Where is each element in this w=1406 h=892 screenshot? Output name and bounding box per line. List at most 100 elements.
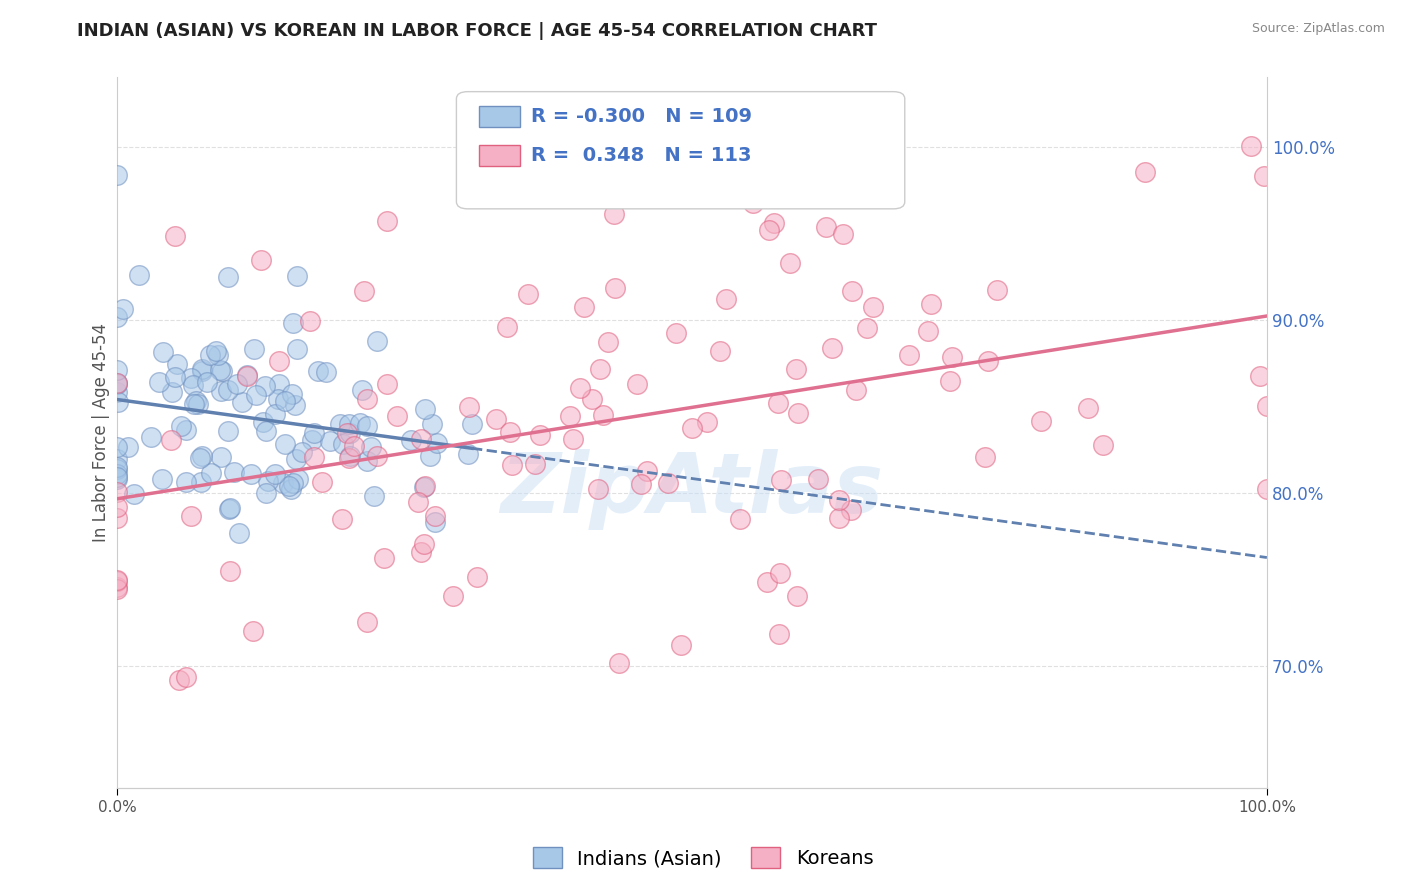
Point xyxy=(598,334,620,349)
Point xyxy=(917,324,939,338)
Point xyxy=(501,458,523,473)
Point xyxy=(1091,437,1114,451)
Point xyxy=(254,378,277,392)
Point xyxy=(332,437,354,451)
Point xyxy=(231,395,253,409)
Point xyxy=(105,452,128,467)
Point xyxy=(399,433,422,447)
Point xyxy=(588,361,610,376)
Point xyxy=(1240,139,1263,153)
Point xyxy=(107,395,129,409)
Point xyxy=(366,334,388,348)
Point xyxy=(375,213,398,227)
Text: Source: ZipAtlas.com: Source: ZipAtlas.com xyxy=(1251,22,1385,36)
Point xyxy=(128,268,150,283)
Point xyxy=(377,377,399,392)
FancyBboxPatch shape xyxy=(479,106,520,128)
Point xyxy=(174,475,197,490)
Text: INDIAN (ASIAN) VS KOREAN IN LABOR FORCE | AGE 45-54 CORRELATION CHART: INDIAN (ASIAN) VS KOREAN IN LABOR FORCE … xyxy=(77,22,877,40)
Point xyxy=(285,268,308,283)
Point xyxy=(105,363,128,377)
Point xyxy=(356,392,378,406)
Point xyxy=(222,465,245,479)
Point xyxy=(768,627,790,641)
Point xyxy=(671,638,693,652)
Point xyxy=(105,582,128,596)
Point xyxy=(807,471,830,485)
Point xyxy=(385,409,408,423)
Point xyxy=(828,511,851,525)
Point xyxy=(356,615,378,630)
Point xyxy=(529,428,551,442)
Point xyxy=(163,369,186,384)
Point xyxy=(105,384,128,399)
Point xyxy=(630,477,652,491)
Point xyxy=(195,376,218,390)
Point xyxy=(779,256,801,270)
Point xyxy=(581,392,603,407)
Point xyxy=(315,365,337,379)
Point xyxy=(200,466,222,480)
Point xyxy=(337,417,360,431)
FancyBboxPatch shape xyxy=(457,92,905,209)
Point xyxy=(409,545,432,559)
Point xyxy=(183,397,205,411)
Point xyxy=(986,283,1008,297)
Point xyxy=(162,384,184,399)
Point xyxy=(105,376,128,390)
Point xyxy=(1256,483,1278,497)
Point xyxy=(855,321,877,335)
Point xyxy=(769,566,792,581)
Point xyxy=(356,454,378,468)
Point xyxy=(485,411,508,425)
Point xyxy=(602,207,624,221)
Point xyxy=(339,425,361,440)
Point xyxy=(770,473,793,487)
Point xyxy=(240,467,263,481)
Point xyxy=(174,670,197,684)
Point xyxy=(219,564,242,578)
Point xyxy=(974,450,997,465)
Y-axis label: In Labor Force | Age 45-54: In Labor Force | Age 45-54 xyxy=(93,323,110,542)
Point xyxy=(898,348,921,362)
Point xyxy=(941,350,963,364)
Point xyxy=(592,409,614,423)
Point xyxy=(626,376,648,391)
Point xyxy=(862,300,884,314)
Point xyxy=(1077,401,1099,416)
Point xyxy=(274,437,297,451)
Point xyxy=(105,470,128,484)
Point xyxy=(572,300,595,314)
Point xyxy=(1249,368,1271,383)
Point xyxy=(413,401,436,416)
Point xyxy=(586,482,609,496)
Point xyxy=(188,450,211,465)
Point xyxy=(363,489,385,503)
Point xyxy=(105,440,128,454)
Point xyxy=(181,378,204,392)
Point xyxy=(343,439,366,453)
Point xyxy=(166,357,188,371)
Point xyxy=(242,342,264,356)
Point xyxy=(339,450,361,464)
Point xyxy=(336,425,359,440)
Point xyxy=(252,416,274,430)
Point xyxy=(264,467,287,481)
Point xyxy=(264,407,287,421)
Point xyxy=(419,449,441,463)
Point xyxy=(329,417,352,432)
Point xyxy=(170,418,193,433)
Point xyxy=(755,575,778,590)
Point xyxy=(217,383,239,397)
Point xyxy=(211,364,233,378)
Point xyxy=(117,440,139,454)
Point xyxy=(180,371,202,385)
Point xyxy=(218,502,240,516)
Point xyxy=(254,424,277,438)
Point xyxy=(1253,169,1275,183)
Point xyxy=(499,425,522,439)
Point xyxy=(307,364,329,378)
Point xyxy=(412,480,434,494)
Text: ZipAtlas: ZipAtlas xyxy=(501,449,883,530)
Point xyxy=(360,440,382,454)
